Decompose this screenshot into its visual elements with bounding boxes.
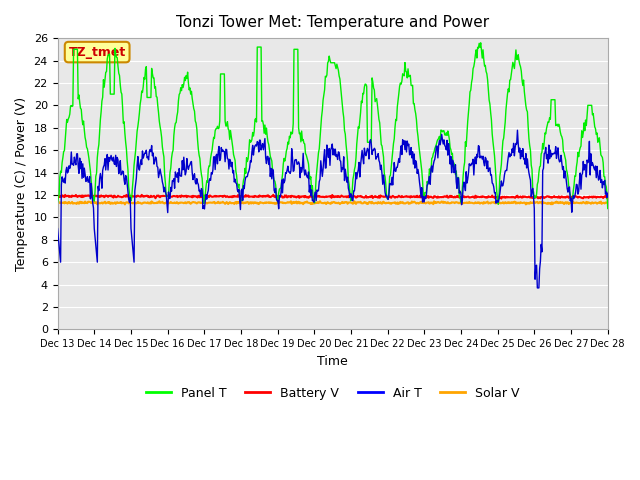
- X-axis label: Time: Time: [317, 355, 348, 368]
- Y-axis label: Temperature (C) / Power (V): Temperature (C) / Power (V): [15, 96, 28, 271]
- Legend: Panel T, Battery V, Air T, Solar V: Panel T, Battery V, Air T, Solar V: [141, 382, 525, 405]
- Title: Tonzi Tower Met: Temperature and Power: Tonzi Tower Met: Temperature and Power: [176, 15, 489, 30]
- Text: TZ_tmet: TZ_tmet: [68, 46, 126, 59]
